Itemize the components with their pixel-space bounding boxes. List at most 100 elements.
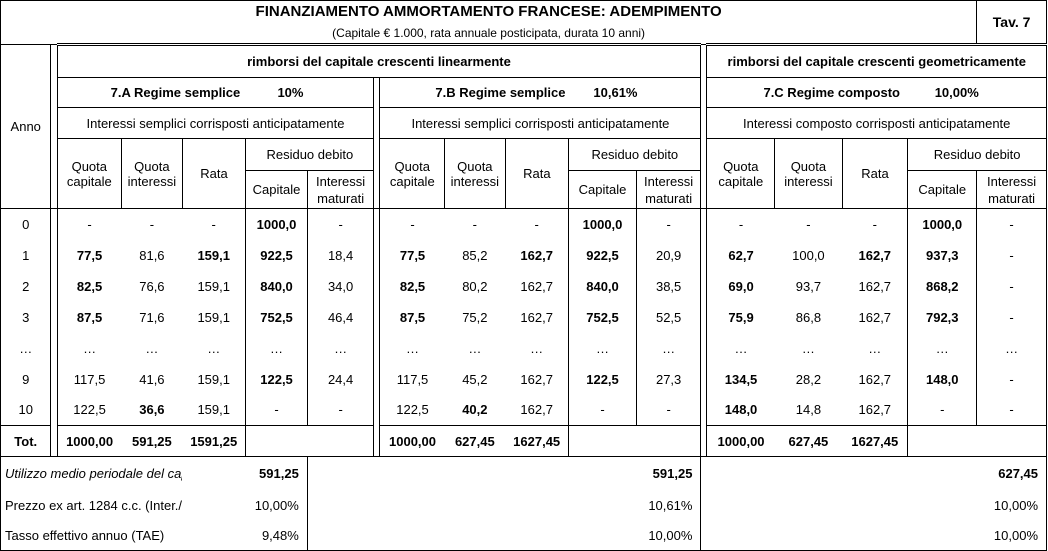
total-b-quota-capitale: 1000,00 — [379, 425, 445, 457]
cell-a-interessi-maturati: 34,0 — [306, 270, 375, 302]
cell-b-rata: 162,7 — [520, 309, 553, 325]
cell-a-interessi-maturati: … — [306, 332, 375, 364]
cell-a-quota-capitale: - — [56, 208, 122, 240]
page-subtitle: (Capitale € 1.000, rata annuale posticip… — [0, 22, 977, 45]
cell-b-quota-interessi: 80,2 — [462, 278, 488, 294]
cell-c-quota-capitale: - — [706, 208, 775, 240]
cell-b-interessi-maturati: … — [635, 332, 702, 364]
cell-b-residuo-capitale: … — [568, 332, 637, 364]
cell-c-rata: … — [868, 340, 882, 356]
page-title: FINANZIAMENTO AMMORTAMENTO FRANCESE: ADE… — [0, 0, 977, 23]
table-row: ………………………………………… — [0, 332, 1047, 364]
cell-a-residuo-capitale: 922,5 — [245, 239, 308, 271]
regime-b-desc: Interessi semplici corrisposti anticipat… — [379, 107, 702, 139]
cell-a-quota-capitale: 87,5 — [56, 301, 122, 333]
cell-a-interessi-maturati: 18,4 — [306, 239, 375, 271]
col-quota-capitale-a: Quota capitale — [56, 138, 122, 209]
cell-a-quota-interessi: 76,6 — [139, 278, 165, 294]
cell-b-quota-interessi: 85,2 — [462, 247, 488, 263]
anno-header: Anno — [0, 44, 52, 209]
cell-a-residuo-capitale: 840,0 — [245, 270, 308, 302]
summary-row: Prezzo ex art. 1284 c.c. (Inter./Finaz. … — [0, 490, 1047, 521]
cell-a-interessi-maturati: 46,4 — [306, 301, 375, 333]
cell-a-rata: 159,1 — [197, 402, 230, 418]
summary-value-c: 10,00% — [700, 520, 1047, 551]
cell-c-residuo-capitale: - — [907, 394, 977, 426]
regime-b-header: 7.B Regime semplice 10,61% — [379, 77, 702, 108]
cell-b-rata: … — [530, 340, 544, 356]
col-residuo-b: Residuo debito — [568, 138, 702, 171]
total-b-rata: 1627,45 — [505, 425, 569, 457]
group-linear-header: rimborsi del capitale crescenti linearme… — [56, 43, 702, 78]
summary-value-c: 10,00% — [700, 490, 1047, 521]
cell-b-quota-capitale: 122,5 — [379, 394, 445, 426]
table-row: 1 77,5 81,6 159,1 922,5 18,4 77,5 85,2 162,7 922,… — [0, 239, 1047, 271]
cell-b-quota-capitale: 117,5 — [379, 363, 445, 395]
cell-b-quota-interessi: 75,2 — [462, 309, 488, 325]
col-rata-b: Rata — [504, 138, 569, 209]
summary-value-a: 591,25 — [259, 466, 299, 482]
cell-a-quota-capitale: 122,5 — [56, 394, 122, 426]
col-quota-interessi-c: Quota interessi — [774, 138, 843, 209]
cell-b-quota-interessi: 45,2 — [462, 371, 488, 387]
cell-c-quota-interessi: 28,2 — [795, 371, 822, 387]
cell-c-quota-capitale: 62,7 — [706, 239, 775, 271]
cell-a-residuo-capitale: 122,5 — [245, 363, 308, 395]
cell-b-rata: 162,7 — [520, 371, 553, 387]
cell-c-rata: - — [872, 216, 877, 232]
cell-c-residuo-capitale: 148,0 — [907, 363, 977, 395]
cell-c-rata: 162,7 — [858, 371, 892, 387]
cell-c-quota-interessi: 93,7 — [795, 278, 822, 294]
cell-c-rata: 162,7 — [858, 247, 892, 263]
anno-cell: 2 — [0, 270, 52, 302]
cell-c-residuo-capitale: 1000,0 — [907, 208, 977, 240]
cell-c-quota-capitale: 134,5 — [706, 363, 775, 395]
anno-cell: 10 — [0, 394, 52, 426]
cell-a-residuo-capitale: - — [245, 394, 308, 426]
cell-a-quota-interessi: … — [145, 340, 159, 356]
cell-a-rata: 159,1 — [197, 371, 230, 387]
cell-c-quota-capitale: 148,0 — [706, 394, 775, 426]
cell-b-residuo-capitale: 840,0 — [568, 270, 637, 302]
summary-label: Tasso effettivo annuo (TAE) — [0, 520, 183, 551]
cell-b-rata: 162,7 — [520, 278, 553, 294]
cell-b-interessi-maturati: - — [635, 394, 702, 426]
cell-c-quota-interessi: 14,8 — [795, 402, 822, 418]
cell-a-quota-interessi: 41,6 — [139, 371, 165, 387]
total-a-quota-capitale: 1000,00 — [56, 425, 122, 457]
col-capitale-a: Capitale — [245, 170, 308, 209]
cell-a-interessi-maturati: - — [306, 394, 375, 426]
cell-a-interessi-maturati: - — [306, 208, 375, 240]
col-quota-capitale-c: Quota capitale — [706, 138, 775, 209]
cell-a-quota-interessi: - — [149, 216, 155, 232]
cell-b-residuo-capitale: 122,5 — [568, 363, 637, 395]
cell-b-interessi-maturati: 20,9 — [635, 239, 702, 271]
cell-b-quota-capitale: … — [379, 332, 445, 364]
cell-c-rata: 162,7 — [858, 309, 892, 325]
col-capitale-b: Capitale — [568, 170, 637, 209]
cell-a-rata: 159,1 — [197, 247, 230, 263]
summary-value-b: 591,25 — [306, 456, 701, 491]
table-row: 10 122,5 36,6 159,1- -122,5 40,2 162,7- -148,0 1… — [0, 394, 1047, 426]
summary-label: Utilizzo medio periodale del capitale — [0, 456, 183, 491]
total-c-quota-interessi: 627,45 — [774, 425, 843, 457]
total-c-quota-capitale: 1000,00 — [706, 425, 775, 457]
cell-b-interessi-maturati: 52,5 — [635, 301, 702, 333]
cell-c-rata: 162,7 — [858, 278, 892, 294]
cell-a-quota-interessi: 71,6 — [139, 309, 165, 325]
cell-b-residuo-capitale: 752,5 — [568, 301, 637, 333]
cell-c-quota-capitale: 75,9 — [706, 301, 775, 333]
col-interessi-maturati-b: Interessi maturati — [635, 170, 702, 209]
cell-c-interessi-maturati: - — [976, 394, 1047, 426]
totals-label: Tot. — [0, 425, 52, 457]
cell-c-quota-capitale: … — [706, 332, 775, 364]
summary-value-c: 627,45 — [700, 456, 1047, 491]
cell-b-quota-capitale: 82,5 — [379, 270, 445, 302]
cell-b-residuo-capitale: - — [568, 394, 637, 426]
group-geometric-header: rimborsi del capitale crescenti geometri… — [706, 43, 1047, 78]
cell-c-quota-capitale: 69,0 — [706, 270, 775, 302]
cell-a-residuo-capitale: 1000,0 — [245, 208, 308, 240]
cell-c-interessi-maturati: - — [976, 301, 1047, 333]
regime-a-header: 7.A Regime semplice 10% — [56, 77, 375, 108]
cell-b-rata: 162,7 — [520, 402, 553, 418]
